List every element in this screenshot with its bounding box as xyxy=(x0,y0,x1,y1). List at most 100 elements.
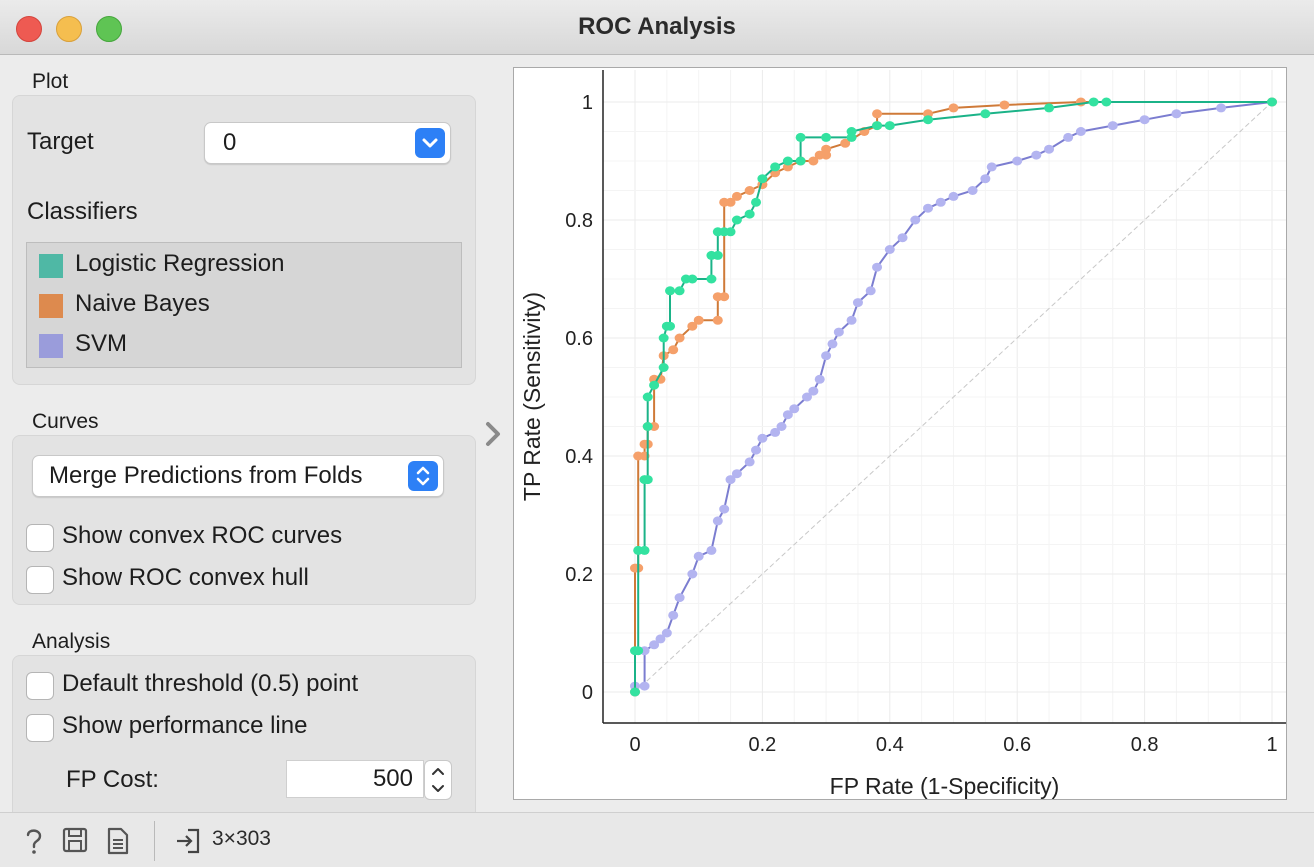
logistic-regression-point xyxy=(706,274,717,284)
svm-point xyxy=(639,681,650,691)
svm-point xyxy=(751,445,762,455)
x-axis-title: FP Rate (1-Specificity) xyxy=(830,773,1060,799)
svm-point xyxy=(725,475,736,485)
data-shape-label: 3×303 xyxy=(212,827,271,850)
logistic-regression-point xyxy=(665,321,676,331)
svm-point xyxy=(1031,150,1042,160)
x-tick-label: 0 xyxy=(629,734,640,756)
svm-point xyxy=(910,215,921,225)
naive-bayes-point xyxy=(999,100,1010,110)
y-tick-label: 1 xyxy=(582,92,593,114)
default-threshold-checkbox[interactable] xyxy=(26,672,54,700)
logistic-regression-point xyxy=(642,422,653,431)
svm-point xyxy=(731,469,742,479)
svm-point xyxy=(967,186,978,195)
logistic-regression-point xyxy=(665,286,676,296)
naive-bayes-point xyxy=(693,315,704,325)
svm-point xyxy=(821,351,832,361)
logistic-regression-point xyxy=(782,156,793,166)
default-threshold-label: Default threshold (0.5) point xyxy=(62,670,359,697)
svm-point xyxy=(948,191,959,201)
merge-predictions-value: Merge Predictions from Folds xyxy=(49,462,363,489)
svm-point xyxy=(744,457,755,467)
logistic-regression-point xyxy=(639,545,650,555)
performance-line-checkbox[interactable] xyxy=(26,714,54,742)
y-tick-label: 0 xyxy=(582,682,593,704)
save-icon[interactable] xyxy=(62,827,88,853)
logistic-regression-point xyxy=(642,392,653,402)
naive-bayes-point xyxy=(725,197,736,207)
roc-plot-panel[interactable]: 0 0.2 0.4 0.6 0.8 1 0 0.2 0.4 0.6 0.8 1 FP Rate (1-S… xyxy=(513,67,1287,800)
svm-point xyxy=(852,298,863,308)
logistic-regression-point xyxy=(884,121,895,131)
report-icon[interactable] xyxy=(107,827,129,855)
svm-point xyxy=(757,433,768,443)
classifier-label: SVM xyxy=(75,330,128,357)
convex-curves-checkbox[interactable] xyxy=(26,524,54,552)
naive-bayes-point xyxy=(668,345,679,355)
svm-point xyxy=(655,634,666,644)
naive-bayes-point xyxy=(712,315,723,325)
close-window-button[interactable] xyxy=(16,16,42,42)
svm-point xyxy=(923,203,934,213)
y-tick-label: 0.8 xyxy=(565,210,593,232)
logistic-regression-point xyxy=(1101,97,1112,107)
naive-bayes-point xyxy=(808,156,819,166)
classifier-item-naive-bayes[interactable]: Naive Bayes xyxy=(39,288,459,320)
svm-point xyxy=(827,339,838,349)
status-separator xyxy=(154,821,155,861)
collapse-panel-handle[interactable] xyxy=(482,420,504,453)
svm-point xyxy=(1107,121,1118,131)
classifier-item-logistic-regression[interactable]: Logistic Regression xyxy=(39,248,459,280)
roc-chart[interactable]: 0 0.2 0.4 0.6 0.8 1 0 0.2 0.4 0.6 0.8 1 FP Rate (1-S… xyxy=(514,68,1286,799)
svm-point xyxy=(986,162,997,172)
svm-point xyxy=(770,427,781,437)
y-tick-label: 0.6 xyxy=(565,328,593,350)
status-bar: 3×303 xyxy=(0,812,1314,867)
convex-hull-label: Show ROC convex hull xyxy=(62,564,309,591)
svm-point xyxy=(1139,115,1150,125)
chevron-right-icon xyxy=(486,422,500,446)
logistic-regression-point xyxy=(923,115,934,125)
merge-predictions-select[interactable]: Merge Predictions from Folds xyxy=(32,455,444,497)
convex-hull-checkbox[interactable] xyxy=(26,566,54,594)
fp-cost-stepper[interactable] xyxy=(424,760,452,800)
help-icon[interactable] xyxy=(22,827,46,855)
analysis-section-label: Analysis xyxy=(32,630,111,653)
naive-bayes-point xyxy=(674,333,685,343)
logistic-regression-point xyxy=(846,127,857,136)
naive-bayes-point xyxy=(719,292,730,302)
svm-point xyxy=(897,233,908,243)
target-select-value: 0 xyxy=(223,129,237,156)
chevron-down-icon xyxy=(415,128,445,158)
updown-chevron-icon xyxy=(432,768,444,792)
logistic-regression-point xyxy=(630,687,640,697)
classifiers-label: Classifiers xyxy=(27,198,138,225)
maximize-window-button[interactable] xyxy=(96,16,122,42)
logistic-regression-point xyxy=(712,250,723,260)
minimize-window-button[interactable] xyxy=(56,16,82,42)
naive-bayes-point xyxy=(840,138,851,148)
classifiers-list[interactable]: Logistic Regression Naive Bayes SVM xyxy=(26,242,462,368)
logistic-regression-point xyxy=(1044,103,1055,113)
plot-section-label: Plot xyxy=(32,70,69,93)
svm-point xyxy=(649,640,660,650)
svm-point xyxy=(719,504,730,514)
convex-curves-label: Show convex ROC curves xyxy=(62,522,343,549)
svm-roc-line xyxy=(634,101,1273,692)
logistic-regression-point xyxy=(649,380,660,390)
classifier-item-svm[interactable]: SVM xyxy=(39,328,459,360)
fp-cost-value: 500 xyxy=(372,765,413,792)
title-bar: ROC Analysis xyxy=(0,0,1314,55)
svm-point xyxy=(872,262,883,272)
naive-bayes-point xyxy=(872,109,883,119)
logistic-regression-point xyxy=(744,209,755,219)
color-swatch xyxy=(39,254,63,278)
fp-cost-input[interactable]: 500 xyxy=(286,760,424,798)
svm-point xyxy=(865,286,876,296)
color-swatch xyxy=(39,294,63,318)
logistic-regression-point xyxy=(1267,97,1277,107)
svm-point xyxy=(668,610,679,620)
svm-point xyxy=(712,516,723,526)
target-select[interactable]: 0 xyxy=(204,122,451,164)
